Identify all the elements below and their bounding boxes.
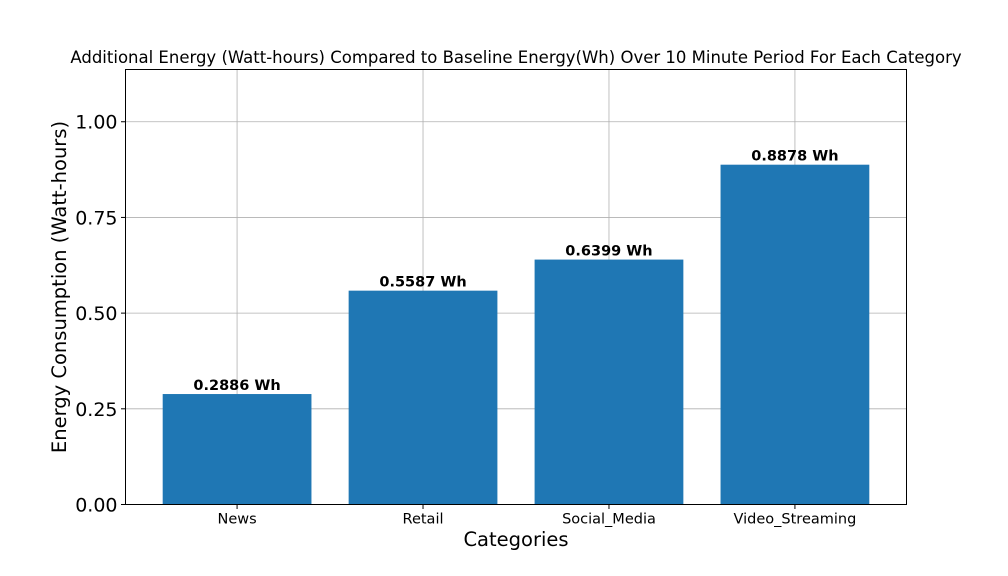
x-tick-label: Retail: [403, 512, 444, 528]
y-tick-label: 0.00: [75, 495, 117, 517]
y-tick-label: 0.50: [75, 303, 117, 325]
y-tick-label: 0.25: [75, 399, 117, 421]
bar-social-media: [534, 259, 684, 505]
bar-value-labels: 0.2886 Wh 0.5587 Wh 0.6399 Wh 0.8878 Wh: [193, 149, 838, 394]
x-axis-ticks: News Retail Social_Media Video_Streaming: [217, 504, 857, 528]
x-tick-label: Video_Streaming: [734, 512, 857, 528]
bar-value-label: 0.8878 Wh: [751, 149, 838, 165]
x-tick-label: News: [217, 512, 256, 528]
bar-value-label: 0.6399 Wh: [565, 244, 652, 260]
bar-video-streaming: [720, 164, 870, 505]
bar-value-label: 0.5587 Wh: [379, 275, 466, 291]
plot-frame: [125, 69, 907, 505]
x-tick-label: Social_Media: [562, 512, 656, 528]
bar-retail: [348, 290, 498, 505]
chart-title: Additional Energy (Watt-hours) Compared …: [70, 48, 962, 67]
y-axis-label: Energy Consumption (Watt-hours): [48, 121, 71, 453]
y-tick-label: 0.75: [75, 207, 117, 229]
y-tick-label: 1.00: [75, 112, 117, 134]
bars: [162, 164, 870, 505]
bar-value-label: 0.2886 Wh: [193, 378, 280, 394]
bar-news: [162, 394, 312, 505]
y-axis-ticks: 0.00 0.25 0.50 0.75 1.00: [75, 112, 126, 517]
x-axis-label: Categories: [463, 528, 568, 551]
